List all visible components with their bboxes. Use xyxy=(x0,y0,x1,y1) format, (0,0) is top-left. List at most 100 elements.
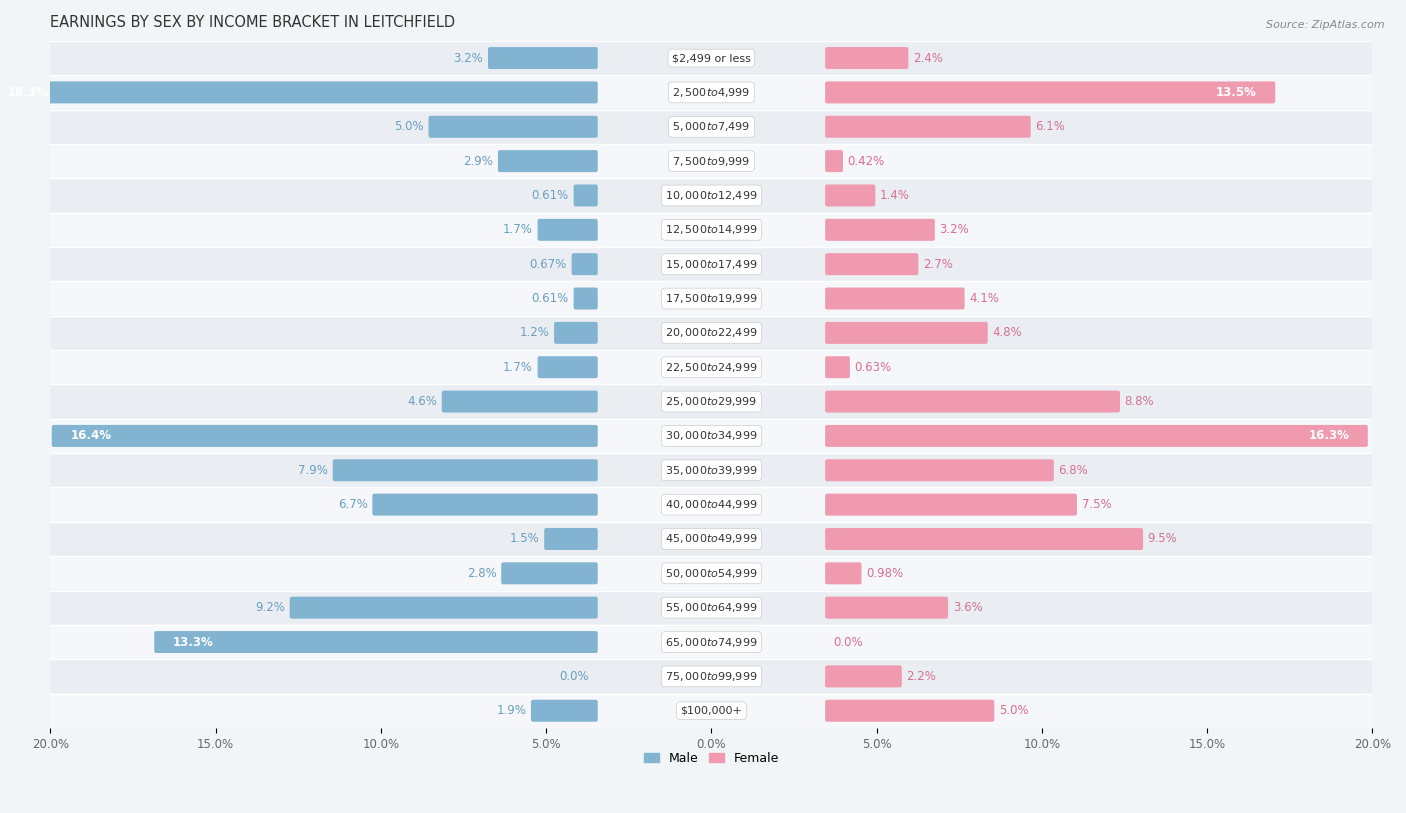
Text: $12,500 to $14,999: $12,500 to $14,999 xyxy=(665,224,758,237)
Text: 9.2%: 9.2% xyxy=(256,601,285,614)
Text: $22,500 to $24,999: $22,500 to $24,999 xyxy=(665,361,758,374)
Text: 16.4%: 16.4% xyxy=(70,429,111,442)
Text: 3.6%: 3.6% xyxy=(953,601,983,614)
FancyBboxPatch shape xyxy=(441,390,598,412)
FancyBboxPatch shape xyxy=(498,150,598,172)
FancyBboxPatch shape xyxy=(825,390,1121,412)
Text: 1.2%: 1.2% xyxy=(520,326,550,339)
Text: 2.9%: 2.9% xyxy=(464,154,494,167)
FancyBboxPatch shape xyxy=(51,178,1372,213)
FancyBboxPatch shape xyxy=(825,425,1368,447)
FancyBboxPatch shape xyxy=(0,81,598,103)
Text: $5,000 to $7,499: $5,000 to $7,499 xyxy=(672,120,751,133)
Text: $17,500 to $19,999: $17,500 to $19,999 xyxy=(665,292,758,305)
FancyBboxPatch shape xyxy=(51,315,1372,350)
Text: 9.5%: 9.5% xyxy=(1147,533,1177,546)
FancyBboxPatch shape xyxy=(51,76,1372,110)
Text: 4.6%: 4.6% xyxy=(408,395,437,408)
FancyBboxPatch shape xyxy=(501,563,598,585)
Text: $50,000 to $54,999: $50,000 to $54,999 xyxy=(665,567,758,580)
FancyBboxPatch shape xyxy=(488,47,598,69)
FancyBboxPatch shape xyxy=(825,115,1031,137)
Text: 4.1%: 4.1% xyxy=(969,292,1000,305)
Text: $100,000+: $100,000+ xyxy=(681,706,742,715)
Legend: Male, Female: Male, Female xyxy=(638,747,785,770)
Text: 5.0%: 5.0% xyxy=(394,120,423,133)
Text: 5.0%: 5.0% xyxy=(1000,704,1029,717)
Text: 1.5%: 1.5% xyxy=(510,533,540,546)
FancyBboxPatch shape xyxy=(52,425,598,447)
Text: 16.3%: 16.3% xyxy=(1309,429,1350,442)
Text: 2.8%: 2.8% xyxy=(467,567,496,580)
Text: 0.98%: 0.98% xyxy=(866,567,903,580)
Text: 2.2%: 2.2% xyxy=(907,670,936,683)
FancyBboxPatch shape xyxy=(51,213,1372,247)
Text: 18.3%: 18.3% xyxy=(7,86,48,99)
Text: 7.9%: 7.9% xyxy=(298,463,328,476)
FancyBboxPatch shape xyxy=(825,665,901,687)
FancyBboxPatch shape xyxy=(574,288,598,310)
Text: 1.4%: 1.4% xyxy=(880,189,910,202)
Text: $7,500 to $9,999: $7,500 to $9,999 xyxy=(672,154,751,167)
Text: 0.61%: 0.61% xyxy=(531,189,569,202)
FancyBboxPatch shape xyxy=(429,115,598,137)
Text: $40,000 to $44,999: $40,000 to $44,999 xyxy=(665,498,758,511)
FancyBboxPatch shape xyxy=(51,590,1372,625)
Text: Source: ZipAtlas.com: Source: ZipAtlas.com xyxy=(1267,20,1385,30)
FancyBboxPatch shape xyxy=(290,597,598,619)
FancyBboxPatch shape xyxy=(51,385,1372,419)
Text: $2,499 or less: $2,499 or less xyxy=(672,53,751,63)
FancyBboxPatch shape xyxy=(825,459,1054,481)
Text: 3.2%: 3.2% xyxy=(454,51,484,64)
FancyBboxPatch shape xyxy=(825,185,876,207)
FancyBboxPatch shape xyxy=(572,253,598,275)
Text: $30,000 to $34,999: $30,000 to $34,999 xyxy=(665,429,758,442)
Text: 13.5%: 13.5% xyxy=(1216,86,1257,99)
FancyBboxPatch shape xyxy=(51,350,1372,385)
FancyBboxPatch shape xyxy=(825,47,908,69)
Text: 0.67%: 0.67% xyxy=(530,258,567,271)
FancyBboxPatch shape xyxy=(825,528,1143,550)
FancyBboxPatch shape xyxy=(825,322,988,344)
FancyBboxPatch shape xyxy=(373,493,598,515)
FancyBboxPatch shape xyxy=(825,253,918,275)
FancyBboxPatch shape xyxy=(51,419,1372,453)
Text: $75,000 to $99,999: $75,000 to $99,999 xyxy=(665,670,758,683)
Text: 6.1%: 6.1% xyxy=(1035,120,1066,133)
Text: 0.63%: 0.63% xyxy=(855,361,891,374)
FancyBboxPatch shape xyxy=(825,150,844,172)
Text: $25,000 to $29,999: $25,000 to $29,999 xyxy=(665,395,758,408)
FancyBboxPatch shape xyxy=(51,693,1372,728)
Text: 0.42%: 0.42% xyxy=(848,154,884,167)
Text: 1.7%: 1.7% xyxy=(503,361,533,374)
Text: 1.9%: 1.9% xyxy=(496,704,526,717)
Text: 6.8%: 6.8% xyxy=(1059,463,1088,476)
FancyBboxPatch shape xyxy=(51,453,1372,488)
Text: 2.4%: 2.4% xyxy=(912,51,943,64)
Text: $55,000 to $64,999: $55,000 to $64,999 xyxy=(665,601,758,614)
FancyBboxPatch shape xyxy=(51,41,1372,76)
FancyBboxPatch shape xyxy=(825,597,948,619)
FancyBboxPatch shape xyxy=(51,659,1372,693)
FancyBboxPatch shape xyxy=(51,110,1372,144)
FancyBboxPatch shape xyxy=(51,247,1372,281)
FancyBboxPatch shape xyxy=(333,459,598,481)
FancyBboxPatch shape xyxy=(531,700,598,722)
Text: 13.3%: 13.3% xyxy=(173,636,214,649)
FancyBboxPatch shape xyxy=(825,493,1077,515)
FancyBboxPatch shape xyxy=(574,185,598,207)
FancyBboxPatch shape xyxy=(51,556,1372,590)
Text: 7.5%: 7.5% xyxy=(1081,498,1111,511)
FancyBboxPatch shape xyxy=(825,81,1275,103)
Text: 2.7%: 2.7% xyxy=(922,258,953,271)
FancyBboxPatch shape xyxy=(51,625,1372,659)
FancyBboxPatch shape xyxy=(51,281,1372,315)
FancyBboxPatch shape xyxy=(825,563,862,585)
Text: 8.8%: 8.8% xyxy=(1125,395,1154,408)
Text: $10,000 to $12,499: $10,000 to $12,499 xyxy=(665,189,758,202)
FancyBboxPatch shape xyxy=(554,322,598,344)
Text: $20,000 to $22,499: $20,000 to $22,499 xyxy=(665,326,758,339)
Text: 0.0%: 0.0% xyxy=(560,670,589,683)
FancyBboxPatch shape xyxy=(51,522,1372,556)
Text: $45,000 to $49,999: $45,000 to $49,999 xyxy=(665,533,758,546)
